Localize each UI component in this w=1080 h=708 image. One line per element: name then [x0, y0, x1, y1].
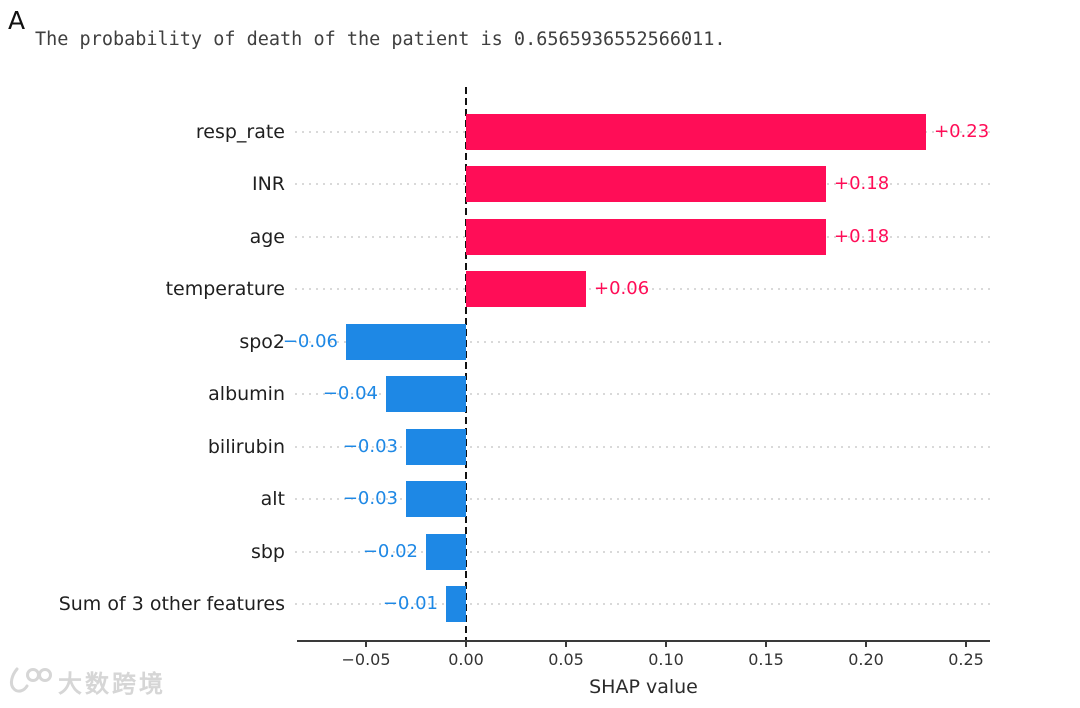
shap-bar-temperature: [466, 271, 586, 307]
bar-value-label: +0.06: [594, 278, 650, 299]
feature-label: sbp: [250, 540, 285, 563]
bar-value-label: +0.18: [834, 225, 890, 247]
watermark: 大数跨境: [6, 664, 166, 699]
feature-label: bilirubin: [207, 435, 285, 458]
bar-value-label: −0.02: [362, 540, 418, 562]
shap-bar-inr: [466, 166, 826, 202]
feature-label: alt: [260, 488, 285, 510]
watermark-text: 大数跨境: [58, 670, 166, 698]
row-gridline: [295, 340, 990, 343]
row-gridline: [295, 445, 990, 448]
shap-bar-spo2: [346, 323, 466, 360]
row-gridline: [295, 288, 990, 290]
feature-label: age: [249, 225, 285, 248]
x-axis-tick: [465, 642, 467, 647]
x-axis-tick: [765, 642, 767, 647]
shap-bar-sum-of-3-other-features: [446, 586, 466, 622]
bar-value-label: −0.01: [382, 593, 438, 614]
x-axis-tick: [365, 642, 367, 647]
x-axis-label: SHAP value: [589, 676, 698, 698]
feature-label: albumin: [208, 383, 285, 405]
x-axis-tick-label: 0.20: [848, 650, 884, 669]
bar-value-label: −0.04: [322, 383, 378, 404]
feature-label: spo2: [239, 330, 285, 353]
shap-bar-sbp: [426, 533, 466, 570]
row-gridline: [295, 393, 990, 395]
shap-bar-bilirubin: [406, 428, 466, 465]
watermark-logo-icon: [9, 667, 52, 693]
row-gridline: [295, 603, 990, 605]
bar-value-label: −0.03: [342, 435, 398, 457]
shap-bar-resp-rate: [466, 113, 926, 150]
x-axis-tick-label: 0.25: [948, 650, 984, 669]
feature-label: temperature: [165, 278, 285, 300]
x-axis-tick: [965, 642, 967, 647]
bar-value-label: +0.18: [834, 173, 890, 194]
x-axis-tick-label: 0.15: [748, 650, 784, 669]
bar-value-label: +0.23: [934, 120, 990, 142]
bar-value-label: −0.03: [342, 488, 398, 509]
x-axis-tick-label: 0.10: [648, 650, 684, 669]
panel-label: A: [8, 6, 26, 35]
row-gridline: [295, 550, 990, 553]
x-axis-tick: [665, 642, 667, 647]
x-axis-tick: [865, 642, 867, 647]
x-axis-line: [297, 640, 990, 642]
feature-label: Sum of 3 other features: [58, 593, 285, 615]
figure-title: The probability of death of the patient …: [35, 29, 726, 50]
feature-label: INR: [251, 173, 285, 195]
feature-label: resp_rate: [195, 120, 285, 143]
shap-bar-alt: [406, 481, 466, 517]
row-gridline: [295, 498, 990, 500]
shap-bar-age: [466, 218, 826, 255]
zero-baseline: [465, 87, 467, 640]
x-axis-tick-label: −0.05: [341, 650, 391, 669]
x-axis-tick-label: 0.00: [448, 650, 484, 669]
x-axis-tick: [565, 642, 567, 647]
x-axis-tick-label: 0.05: [548, 650, 584, 669]
shap-bar-albumin: [386, 376, 466, 412]
bar-value-label: −0.06: [282, 330, 338, 352]
